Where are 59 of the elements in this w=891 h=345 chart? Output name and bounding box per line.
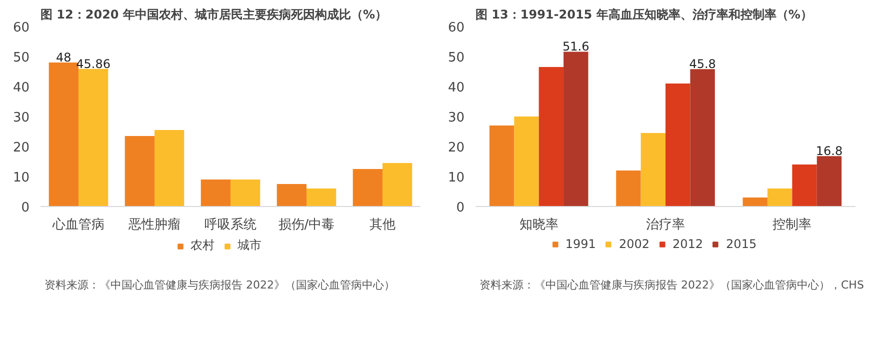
bar [816, 156, 842, 206]
bar [78, 68, 108, 206]
x-tick-label: 恶性肿瘤 [128, 216, 180, 232]
bar [489, 126, 514, 206]
x-tick-label: 知晓率 [519, 216, 558, 232]
data-label: 48 [56, 50, 72, 64]
bar [200, 180, 230, 206]
legend-label: 1991 [565, 237, 596, 251]
legend-label: 2002 [618, 237, 650, 251]
chart-title: 图 12：2020 年中国农村、城市居民主要疾病死因构成比（%） [40, 8, 387, 22]
legend-label: 2015 [726, 237, 757, 251]
bar [514, 116, 539, 206]
x-tick-label: 治疗率 [646, 216, 685, 232]
bar [48, 62, 78, 206]
y-tick-label: 40 [12, 80, 30, 96]
y-tick-label: 60 [448, 20, 465, 36]
x-tick-label: 损伤/中毒 [278, 218, 335, 232]
bar [640, 133, 666, 206]
bar [154, 130, 184, 206]
bar [276, 184, 306, 206]
y-tick-label: 50 [448, 50, 465, 66]
y-tick-label: 50 [12, 50, 30, 66]
data-label: 45.86 [76, 56, 111, 71]
chart-title: 图 13：1991-2015 年高血压知晓率、治疗率和控制率（%） [476, 8, 812, 22]
legend-label: 城市 [238, 237, 262, 254]
bar [666, 84, 690, 206]
x-tick-label: 心血管病 [52, 216, 104, 232]
y-tick-label: 0 [456, 200, 465, 216]
bar [538, 67, 564, 206]
x-tick-label: 呼吸系统 [204, 218, 256, 232]
legend-label: 2012 [672, 237, 704, 251]
text: 资料来源：《中国心血管健康与疾病报告 2022》（国家心血管病中心） [44, 278, 395, 292]
y-tick-label: 20 [448, 140, 465, 156]
y-tick-label: 30 [12, 110, 30, 126]
bar [616, 170, 641, 206]
data-label: 45.8 [689, 57, 716, 72]
y-tick-label: 40 [448, 80, 465, 96]
y-tick-label: 10 [448, 170, 465, 186]
y-tick-label: 10 [12, 170, 30, 186]
x-tick-label: 控制率 [772, 216, 812, 232]
y-tick-label: 0 [21, 200, 30, 216]
data-label: 51.6 [562, 40, 590, 54]
x-tick-label: 其他 [370, 218, 396, 232]
y-tick-label: 60 [12, 20, 30, 36]
legend-label: 农村 [190, 237, 214, 254]
bar [742, 198, 768, 206]
bar [564, 52, 588, 206]
bar [306, 188, 336, 206]
bar [352, 169, 382, 206]
bar [382, 163, 412, 206]
bar [230, 180, 260, 206]
bar [690, 69, 715, 206]
y-tick-label: 30 [448, 110, 465, 126]
text: 资料来源：《中国心血管健康与疾病报告 2022》（国家心血管病中心），CHS [480, 278, 864, 292]
bar [767, 188, 792, 206]
y-tick-label: 20 [12, 140, 30, 156]
bar [124, 136, 154, 206]
data-label: 16.8 [816, 144, 843, 158]
bar [792, 164, 817, 206]
